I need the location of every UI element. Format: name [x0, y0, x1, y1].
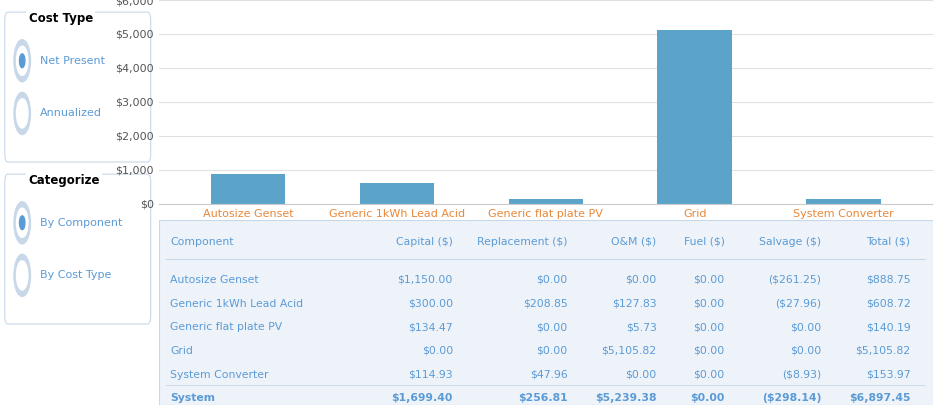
- Text: $888.75: $888.75: [866, 275, 911, 285]
- Text: Annualized: Annualized: [39, 109, 102, 118]
- Bar: [359, 183, 434, 204]
- Circle shape: [17, 46, 28, 75]
- Text: Replacement ($): Replacement ($): [477, 237, 567, 247]
- Circle shape: [17, 208, 28, 237]
- Text: O&M ($): O&M ($): [611, 237, 657, 247]
- Text: $0.00: $0.00: [693, 275, 725, 285]
- Text: Capital ($): Capital ($): [396, 237, 453, 247]
- Text: $300.00: $300.00: [408, 298, 453, 309]
- Text: $0.00: $0.00: [790, 346, 821, 356]
- Text: Salvage ($): Salvage ($): [759, 237, 821, 247]
- Bar: [658, 30, 732, 204]
- Text: System Converter: System Converter: [170, 370, 269, 380]
- Text: ($8.93): ($8.93): [782, 370, 821, 380]
- Text: Component: Component: [170, 237, 234, 247]
- Text: $5.73: $5.73: [626, 322, 657, 332]
- Text: $5,105.82: $5,105.82: [602, 346, 657, 356]
- Text: $208.85: $208.85: [522, 298, 567, 309]
- Text: $153.97: $153.97: [866, 370, 911, 380]
- Text: $0.00: $0.00: [690, 394, 725, 403]
- Text: Generic 1kWh Lead Acid: Generic 1kWh Lead Acid: [170, 298, 303, 309]
- Text: $0.00: $0.00: [693, 370, 725, 380]
- Text: $0.00: $0.00: [790, 322, 821, 332]
- Text: By Cost Type: By Cost Type: [39, 271, 111, 280]
- Text: $0.00: $0.00: [422, 346, 453, 356]
- Text: $0.00: $0.00: [693, 346, 725, 356]
- Bar: [508, 199, 583, 204]
- Text: $114.93: $114.93: [409, 370, 453, 380]
- Circle shape: [14, 92, 31, 134]
- Text: $1,150.00: $1,150.00: [397, 275, 453, 285]
- Text: Grid: Grid: [170, 346, 193, 356]
- Text: $0.00: $0.00: [693, 322, 725, 332]
- Circle shape: [14, 254, 31, 296]
- Text: $0.00: $0.00: [625, 275, 657, 285]
- Text: $5,239.38: $5,239.38: [595, 394, 657, 403]
- Text: $140.19: $140.19: [866, 322, 911, 332]
- Text: ($261.25): ($261.25): [769, 275, 821, 285]
- Circle shape: [20, 216, 25, 230]
- Text: $0.00: $0.00: [536, 275, 567, 285]
- Text: Total ($): Total ($): [867, 237, 911, 247]
- Text: $134.47: $134.47: [409, 322, 453, 332]
- Bar: [806, 199, 881, 204]
- Circle shape: [17, 99, 28, 128]
- Text: Fuel ($): Fuel ($): [684, 237, 725, 247]
- Text: Generic flat plate PV: Generic flat plate PV: [170, 322, 283, 332]
- Text: By Component: By Component: [39, 218, 122, 228]
- Text: $0.00: $0.00: [536, 346, 567, 356]
- Circle shape: [14, 202, 31, 244]
- Text: $0.00: $0.00: [536, 322, 567, 332]
- Text: $5,105.82: $5,105.82: [856, 346, 911, 356]
- Text: $256.81: $256.81: [518, 394, 567, 403]
- Text: $1,699.40: $1,699.40: [392, 394, 453, 403]
- Text: $608.72: $608.72: [866, 298, 911, 309]
- Text: ($27.96): ($27.96): [775, 298, 821, 309]
- Text: Categorize: Categorize: [29, 174, 100, 187]
- FancyBboxPatch shape: [5, 12, 151, 162]
- Text: $6,897.45: $6,897.45: [849, 394, 911, 403]
- Text: Cost Type: Cost Type: [29, 12, 92, 25]
- Text: $0.00: $0.00: [693, 298, 725, 309]
- FancyBboxPatch shape: [5, 174, 151, 324]
- FancyBboxPatch shape: [159, 220, 933, 405]
- Text: $47.96: $47.96: [530, 370, 567, 380]
- Text: Net Present: Net Present: [39, 56, 104, 66]
- Circle shape: [17, 261, 28, 290]
- Circle shape: [20, 54, 25, 68]
- Text: ($298.14): ($298.14): [762, 394, 821, 403]
- Circle shape: [14, 40, 31, 82]
- Text: $0.00: $0.00: [625, 370, 657, 380]
- Bar: [211, 174, 285, 204]
- Text: System: System: [170, 394, 216, 403]
- Text: Autosize Genset: Autosize Genset: [170, 275, 258, 285]
- Text: $127.83: $127.83: [612, 298, 657, 309]
